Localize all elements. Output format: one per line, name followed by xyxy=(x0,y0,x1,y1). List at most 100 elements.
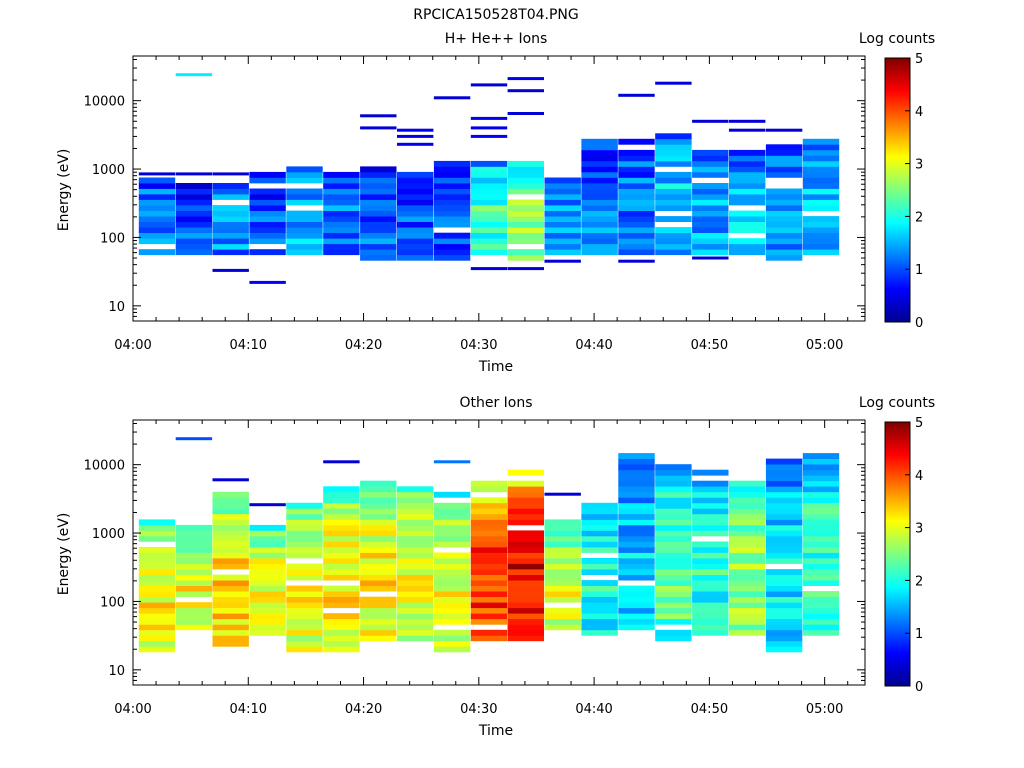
heatmap-cell xyxy=(286,519,323,526)
heatmap-cell xyxy=(175,221,213,228)
colorbar-tick-label: 3 xyxy=(915,522,923,537)
y-tick-label: 100 xyxy=(100,595,125,610)
heatmap-cell xyxy=(729,541,766,548)
heatmap-cell xyxy=(249,535,286,542)
heatmap-cell xyxy=(765,171,803,178)
heatmap-cell xyxy=(729,508,766,515)
heatmap-cell xyxy=(655,469,692,476)
heatmap-cell xyxy=(802,491,840,498)
heatmap-line xyxy=(729,128,766,132)
heatmap-cell xyxy=(397,508,434,515)
heatmap-cell xyxy=(249,607,286,614)
heatmap-cell xyxy=(618,563,655,570)
heatmap-cell xyxy=(618,558,655,564)
heatmap-cell xyxy=(138,574,176,581)
heatmap-cell xyxy=(729,216,766,222)
heatmap-cell xyxy=(581,249,618,256)
heatmap-cell xyxy=(655,618,692,625)
heatmap-cell xyxy=(802,497,840,504)
heatmap-line xyxy=(729,119,766,123)
heatmap-cell xyxy=(138,624,176,631)
heatmap-cell xyxy=(323,183,360,189)
heatmap-cell xyxy=(138,635,176,642)
heatmap-cell xyxy=(175,238,213,245)
heatmap-cell xyxy=(544,227,581,233)
heatmap-cell xyxy=(397,210,434,217)
heatmap-cell xyxy=(581,558,618,564)
x-tick-label: 04:30 xyxy=(460,702,497,717)
heatmap-cell xyxy=(729,491,766,498)
heatmap-cell xyxy=(397,558,434,564)
heatmap-cell xyxy=(544,216,581,222)
heatmap-cell xyxy=(470,580,508,586)
heatmap-cell xyxy=(433,171,471,178)
heatmap-cell xyxy=(212,502,249,509)
heatmap-line xyxy=(507,267,544,271)
heatmap-cell xyxy=(470,166,508,173)
heatmap-cell xyxy=(655,133,692,140)
heatmap-cell xyxy=(765,486,803,493)
heatmap-cell xyxy=(544,569,581,575)
heatmap-cell xyxy=(360,569,397,575)
heatmap-cell xyxy=(544,232,581,239)
heatmap-cell xyxy=(729,183,766,189)
heatmap-cell xyxy=(138,580,176,586)
heatmap-cell xyxy=(212,519,249,526)
heatmap-line xyxy=(212,268,249,272)
heatmap-cell xyxy=(765,591,803,597)
heatmap-cell xyxy=(765,530,803,537)
heatmap-cell xyxy=(655,552,692,559)
y-axis: 10 100 1000 10000 xyxy=(84,422,865,686)
colorbar-tick-label: 5 xyxy=(915,52,923,67)
heatmap-cell xyxy=(212,574,249,581)
heatmap-cell xyxy=(655,513,692,520)
heatmap-cell xyxy=(470,585,508,592)
heatmap-cell xyxy=(212,624,249,631)
heatmap-cell xyxy=(175,249,213,256)
heatmap-cell xyxy=(765,249,803,256)
heatmap-cell xyxy=(323,491,360,498)
heatmap-cell xyxy=(765,618,803,625)
heatmap-cell xyxy=(507,183,544,189)
heatmap-cell xyxy=(323,497,360,504)
heatmap-cell xyxy=(765,232,803,239)
heatmap-cell xyxy=(581,524,618,531)
heatmap-cell xyxy=(618,618,655,625)
heatmap-cell xyxy=(433,602,471,609)
heatmap-cell xyxy=(618,547,655,553)
heatmap-cell xyxy=(397,535,434,542)
heatmap-cell xyxy=(360,552,397,559)
heatmap-cell xyxy=(249,177,286,184)
colorbar-label: Log counts xyxy=(859,31,935,47)
heatmap-cell xyxy=(175,574,213,581)
heatmap-cell xyxy=(618,199,655,206)
heatmap-cell xyxy=(802,513,840,520)
heatmap-cell xyxy=(433,574,471,581)
heatmap-cell xyxy=(433,585,471,592)
heatmap-cell xyxy=(765,238,803,245)
heatmap-cell xyxy=(729,591,766,597)
heatmap-cell xyxy=(655,188,692,195)
heatmap-cell xyxy=(286,513,323,520)
heatmap-cells xyxy=(138,437,840,653)
heatmap-cell xyxy=(581,602,618,609)
heatmap-cell xyxy=(433,530,471,537)
heatmap-cell xyxy=(397,635,434,642)
heatmap-cell xyxy=(581,563,618,570)
heatmap-cell xyxy=(175,613,213,620)
heatmap-cell xyxy=(655,149,692,156)
heatmap-cell xyxy=(544,547,581,553)
heatmap-cell xyxy=(507,535,544,542)
heatmap-cell xyxy=(286,646,323,653)
heatmap-cell xyxy=(249,558,286,564)
heatmap-cell xyxy=(360,249,397,256)
heatmap-cell xyxy=(433,646,471,653)
heatmap-cell xyxy=(765,475,803,482)
heatmap-cell xyxy=(138,591,176,597)
heatmap-cell xyxy=(249,580,286,586)
heatmap-cell xyxy=(544,613,581,620)
heatmap-cell xyxy=(433,194,471,200)
y-tick-label: 10000 xyxy=(84,459,125,474)
heatmap-cell xyxy=(544,205,581,211)
heatmap-cell xyxy=(212,249,249,256)
